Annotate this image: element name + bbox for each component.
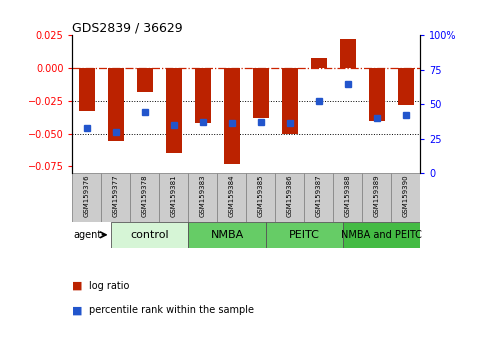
Bar — [188, 222, 266, 248]
Bar — [159, 173, 188, 222]
Bar — [282, 68, 298, 133]
Text: NMBA: NMBA — [211, 230, 243, 240]
Bar — [101, 173, 130, 222]
Text: GSM159377: GSM159377 — [113, 175, 119, 217]
Text: GSM159384: GSM159384 — [229, 175, 235, 217]
Text: control: control — [130, 230, 169, 240]
Text: GSM159390: GSM159390 — [403, 175, 409, 217]
Text: GSM159378: GSM159378 — [142, 175, 148, 217]
Bar — [343, 222, 420, 248]
Text: GSM159388: GSM159388 — [345, 175, 351, 217]
Bar — [79, 68, 95, 112]
Bar — [111, 222, 188, 248]
Bar — [391, 173, 420, 222]
Text: agent: agent — [74, 230, 102, 240]
Bar — [304, 173, 333, 222]
Bar — [266, 222, 343, 248]
Bar — [166, 68, 182, 153]
Text: percentile rank within the sample: percentile rank within the sample — [89, 305, 255, 315]
Text: PEITC: PEITC — [289, 230, 320, 240]
Text: GSM159383: GSM159383 — [200, 175, 206, 217]
Bar — [188, 173, 217, 222]
Text: GSM159381: GSM159381 — [171, 175, 177, 217]
Bar — [275, 173, 304, 222]
Bar — [217, 173, 246, 222]
Bar — [362, 173, 391, 222]
Bar — [224, 68, 240, 164]
Text: GSM159386: GSM159386 — [287, 175, 293, 217]
Bar — [369, 68, 384, 120]
Text: GDS2839 / 36629: GDS2839 / 36629 — [72, 21, 183, 34]
Bar — [311, 58, 327, 68]
Bar — [333, 173, 362, 222]
Text: NMBA and PEITC: NMBA and PEITC — [341, 230, 422, 240]
Text: GSM159389: GSM159389 — [374, 175, 380, 217]
Text: GSM159376: GSM159376 — [84, 175, 90, 217]
Bar — [137, 68, 153, 92]
Bar — [398, 68, 413, 105]
Bar — [246, 173, 275, 222]
Bar — [72, 173, 101, 222]
Bar — [340, 39, 355, 68]
Text: ■: ■ — [72, 280, 83, 291]
Bar — [108, 68, 124, 142]
Text: ■: ■ — [72, 305, 83, 315]
Text: GSM159387: GSM159387 — [316, 175, 322, 217]
Bar — [130, 173, 159, 222]
Bar — [253, 68, 269, 118]
Text: GSM159385: GSM159385 — [258, 175, 264, 217]
Text: log ratio: log ratio — [89, 280, 130, 291]
Bar — [195, 68, 211, 123]
